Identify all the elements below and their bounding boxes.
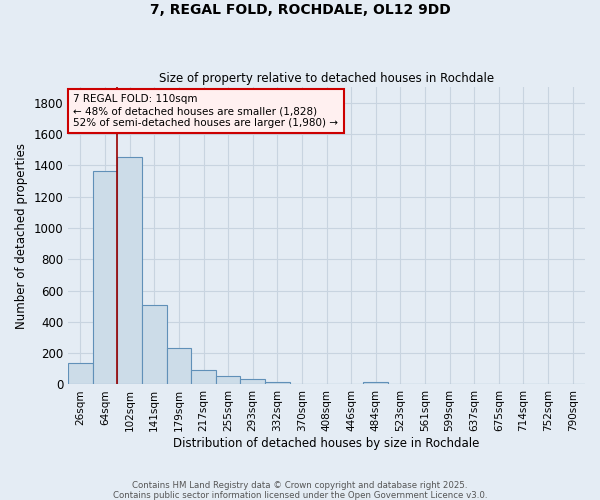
- Bar: [68, 362, 93, 384]
- Bar: [241, 380, 265, 384]
- X-axis label: Distribution of detached houses by size in Rochdale: Distribution of detached houses by size …: [173, 437, 480, 450]
- Bar: [118, 158, 142, 384]
- Bar: [93, 171, 118, 384]
- Bar: [216, 376, 241, 384]
- Y-axis label: Number of detached properties: Number of detached properties: [15, 143, 28, 329]
- Bar: [167, 348, 191, 384]
- Bar: [364, 382, 388, 384]
- Bar: [142, 304, 167, 384]
- Text: 7 REGAL FOLD: 110sqm
← 48% of detached houses are smaller (1,828)
52% of semi-de: 7 REGAL FOLD: 110sqm ← 48% of detached h…: [73, 94, 338, 128]
- Title: Size of property relative to detached houses in Rochdale: Size of property relative to detached ho…: [159, 72, 494, 85]
- Text: Contains HM Land Registry data © Crown copyright and database right 2025.
Contai: Contains HM Land Registry data © Crown c…: [113, 480, 487, 500]
- Bar: [191, 370, 216, 384]
- Bar: [265, 382, 290, 384]
- Text: 7, REGAL FOLD, ROCHDALE, OL12 9DD: 7, REGAL FOLD, ROCHDALE, OL12 9DD: [149, 2, 451, 16]
